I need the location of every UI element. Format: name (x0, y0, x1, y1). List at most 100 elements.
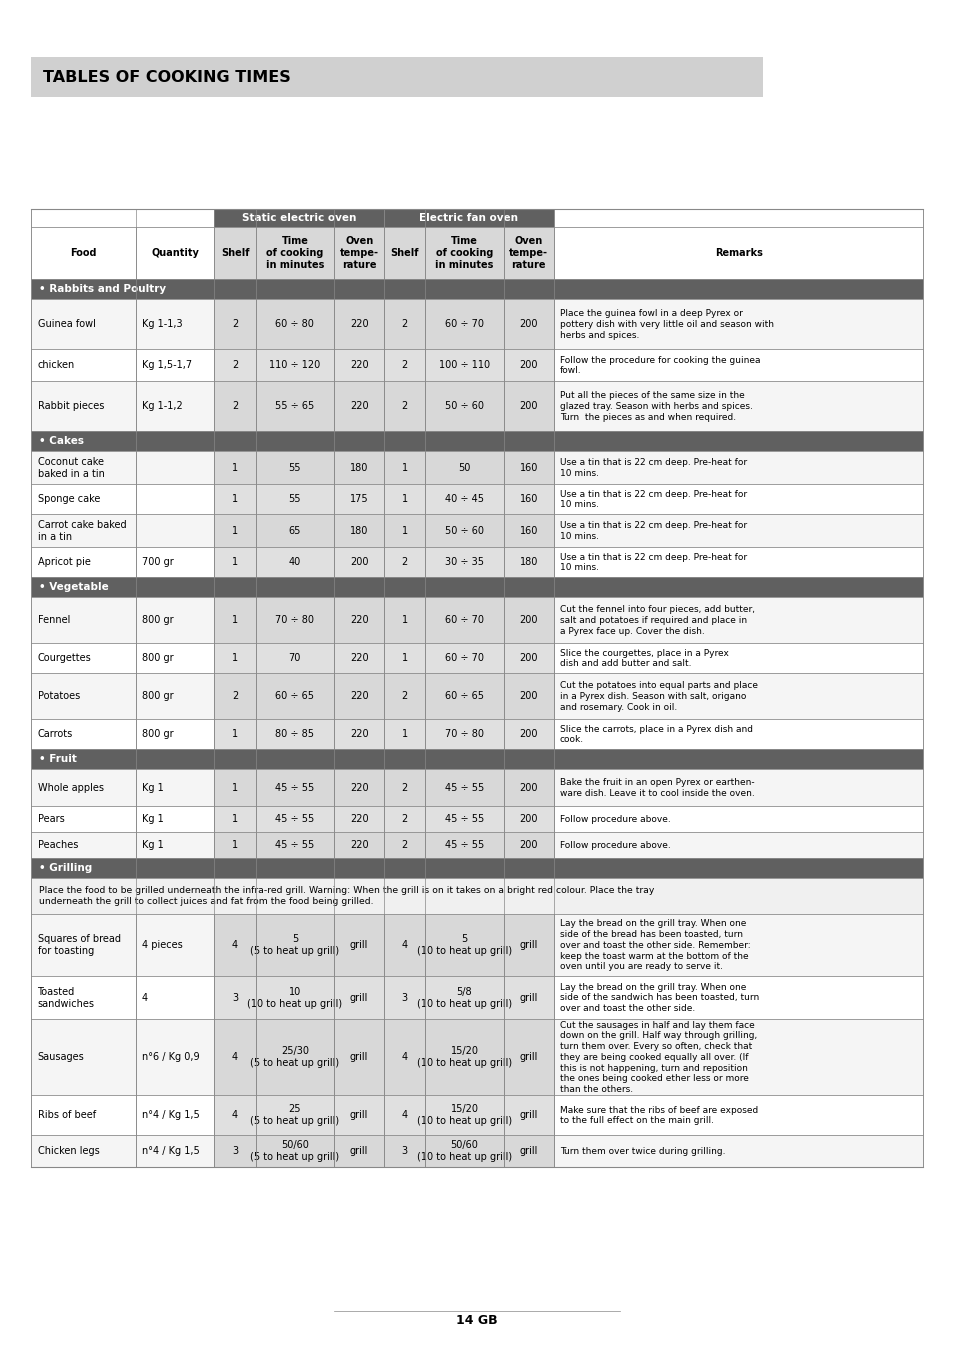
Text: 200: 200 (519, 692, 537, 701)
Bar (384, 719, 425, 750)
Text: Guinea fowl: Guinea fowl (37, 319, 95, 330)
Bar (255, 1135, 334, 1167)
Bar (553, 807, 923, 832)
Text: 2: 2 (401, 558, 407, 567)
Bar (503, 719, 553, 750)
Text: Ribs of beef: Ribs of beef (37, 1111, 95, 1120)
Text: Static electric oven: Static electric oven (242, 213, 356, 223)
Text: grill: grill (350, 1052, 368, 1062)
Text: 4 pieces: 4 pieces (142, 940, 182, 950)
Bar (214, 1135, 255, 1167)
Text: grill: grill (350, 1111, 368, 1120)
Bar (30, 832, 135, 858)
Bar (553, 515, 923, 547)
Bar (553, 832, 923, 858)
Bar (30, 977, 135, 1020)
Text: Bake the fruit in an open Pyrex or earthen-
ware dish. Leave it to cool inside t: Bake the fruit in an open Pyrex or earth… (559, 778, 754, 798)
Text: 45 ÷ 55: 45 ÷ 55 (274, 815, 314, 824)
Bar (503, 300, 553, 350)
Bar (255, 597, 334, 643)
Bar (30, 770, 135, 807)
Text: 200: 200 (519, 654, 537, 663)
Bar (135, 719, 214, 750)
Bar (255, 1096, 334, 1135)
Text: 2: 2 (232, 401, 238, 412)
Text: grill: grill (519, 1147, 537, 1156)
Text: 200: 200 (519, 840, 537, 850)
Bar (214, 597, 255, 643)
Bar (553, 977, 923, 1020)
Text: 110 ÷ 120: 110 ÷ 120 (269, 361, 320, 370)
Bar (255, 547, 334, 577)
Text: 5
(10 to heat up grill): 5 (10 to heat up grill) (416, 935, 512, 957)
Bar (553, 643, 923, 673)
Text: Carrots: Carrots (37, 730, 72, 739)
Text: 1: 1 (401, 730, 407, 739)
Text: Electric fan oven: Electric fan oven (419, 213, 517, 223)
Text: chicken: chicken (37, 361, 74, 370)
Text: 1: 1 (232, 558, 238, 567)
Bar (503, 807, 553, 832)
Text: 1: 1 (232, 815, 238, 824)
Bar (135, 977, 214, 1020)
Bar (135, 381, 214, 431)
Bar (425, 485, 503, 515)
Bar (334, 485, 384, 515)
Bar (425, 770, 503, 807)
Bar (214, 1096, 255, 1135)
Bar (384, 451, 425, 485)
Text: 4: 4 (232, 1052, 238, 1062)
Bar (214, 1020, 255, 1096)
Text: • Grilling: • Grilling (38, 863, 91, 873)
Text: 45 ÷ 55: 45 ÷ 55 (274, 840, 314, 850)
Bar (255, 977, 334, 1020)
Text: 50 ÷ 60: 50 ÷ 60 (444, 526, 483, 536)
Bar (503, 485, 553, 515)
Text: Courgettes: Courgettes (37, 654, 91, 663)
Text: 1: 1 (401, 494, 407, 504)
Bar (334, 1020, 384, 1096)
Text: 700 gr: 700 gr (142, 558, 173, 567)
Bar (503, 227, 553, 280)
Bar (384, 300, 425, 350)
Bar (30, 577, 923, 597)
Bar (553, 1020, 923, 1096)
Bar (425, 1096, 503, 1135)
Bar (384, 597, 425, 643)
Text: 1: 1 (232, 616, 238, 626)
Text: 40: 40 (289, 558, 300, 567)
Bar (30, 451, 135, 485)
Text: 4: 4 (232, 1111, 238, 1120)
Text: 180: 180 (350, 463, 368, 473)
Bar (135, 673, 214, 719)
Bar (425, 807, 503, 832)
Text: 45 ÷ 55: 45 ÷ 55 (274, 784, 314, 793)
Bar (553, 673, 923, 719)
Bar (30, 597, 135, 643)
Bar (384, 381, 425, 431)
Text: • Rabbits and Poultry: • Rabbits and Poultry (38, 285, 166, 295)
Text: Use a tin that is 22 cm deep. Pre-heat for
10 mins.: Use a tin that is 22 cm deep. Pre-heat f… (559, 489, 746, 509)
Text: 220: 220 (350, 840, 368, 850)
Text: Sponge cake: Sponge cake (37, 494, 100, 504)
Text: 1: 1 (232, 463, 238, 473)
Bar (30, 227, 135, 280)
Text: Use a tin that is 22 cm deep. Pre-heat for
10 mins.: Use a tin that is 22 cm deep. Pre-heat f… (559, 553, 746, 573)
Text: 200: 200 (519, 815, 537, 824)
Bar (30, 280, 923, 300)
Bar (503, 832, 553, 858)
Text: Slice the carrots, place in a Pyrex dish and
cook.: Slice the carrots, place in a Pyrex dish… (559, 724, 752, 744)
Text: 220: 220 (350, 815, 368, 824)
Text: 60 ÷ 70: 60 ÷ 70 (444, 319, 483, 330)
Text: 220: 220 (350, 361, 368, 370)
Bar (30, 719, 135, 750)
Text: Rabbit pieces: Rabbit pieces (37, 401, 104, 412)
Bar (30, 431, 923, 451)
Text: Carrot cake baked
in a tin: Carrot cake baked in a tin (37, 520, 126, 542)
Text: Toasted
sandwiches: Toasted sandwiches (37, 986, 94, 1009)
Bar (255, 673, 334, 719)
Bar (214, 350, 255, 381)
Text: 5
(5 to heat up grill): 5 (5 to heat up grill) (250, 935, 339, 957)
Text: 45 ÷ 55: 45 ÷ 55 (444, 840, 483, 850)
Text: TABLES OF COOKING TIMES: TABLES OF COOKING TIMES (43, 69, 290, 85)
